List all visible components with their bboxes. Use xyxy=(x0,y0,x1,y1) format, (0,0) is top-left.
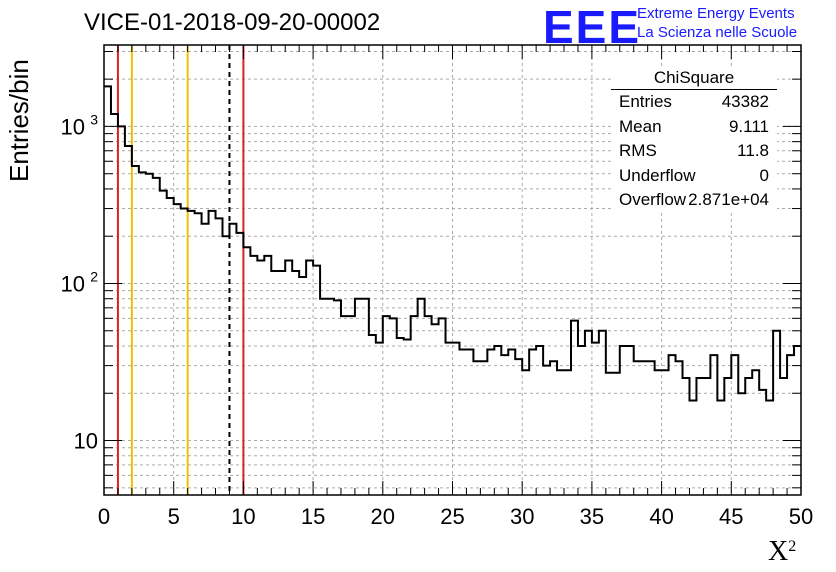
x-tick-label: 10 xyxy=(231,504,255,529)
grid-lines xyxy=(104,45,801,495)
x-tick-label: 35 xyxy=(580,504,604,529)
logo-line-2: La Scienza nelle Scuole xyxy=(637,24,798,41)
y-tick-label: 10 xyxy=(61,114,85,139)
stats-row: Entries 43382 xyxy=(619,92,769,111)
stats-row: RMS 11.8 xyxy=(619,141,769,160)
stats-row: Underflow 0 xyxy=(619,165,769,185)
chart-title: VICE-01-2018-09-20-00002 xyxy=(84,9,381,36)
axis-tick-labels: 0 5 10 15 20 25 30 35 40 45 50 10 10 2 10 3 xyxy=(61,111,814,529)
y-tick-label-exponent: 2 xyxy=(90,268,98,284)
x-tick-label: 15 xyxy=(301,504,325,529)
x-tick-label: 40 xyxy=(649,504,673,529)
x-tick-label: 50 xyxy=(789,504,813,529)
x-tick-label: 20 xyxy=(371,504,395,529)
y-tick-label: 10 xyxy=(61,271,85,296)
x-tick-label: 30 xyxy=(510,504,534,529)
stats-row: Overflow 2.871e+04 xyxy=(619,190,769,209)
histogram-step-line xyxy=(104,85,801,402)
y-tick-label-exponent: 3 xyxy=(90,111,98,127)
y-axis-label: Entries/bin xyxy=(4,59,34,182)
stats-row: Mean 9.111 xyxy=(619,116,769,136)
reference-lines xyxy=(116,45,245,495)
axis-ticks xyxy=(103,45,802,495)
stats-title: ChiSquare xyxy=(611,68,777,90)
x-tick-label: 25 xyxy=(440,504,464,529)
y-tick-label: 10 xyxy=(74,429,98,454)
x-tick-label: 45 xyxy=(719,504,743,529)
stats-box: ChiSquare Entries 43382 Mean 9.111 RMS 11.8… xyxy=(611,68,777,211)
eee-logo: EEE xyxy=(543,1,642,53)
x-tick-label: 5 xyxy=(168,504,180,529)
x-axis-label: X2 xyxy=(768,536,797,567)
logo-line-1: Extreme Energy Events xyxy=(637,5,795,22)
x-tick-label: 0 xyxy=(98,504,110,529)
